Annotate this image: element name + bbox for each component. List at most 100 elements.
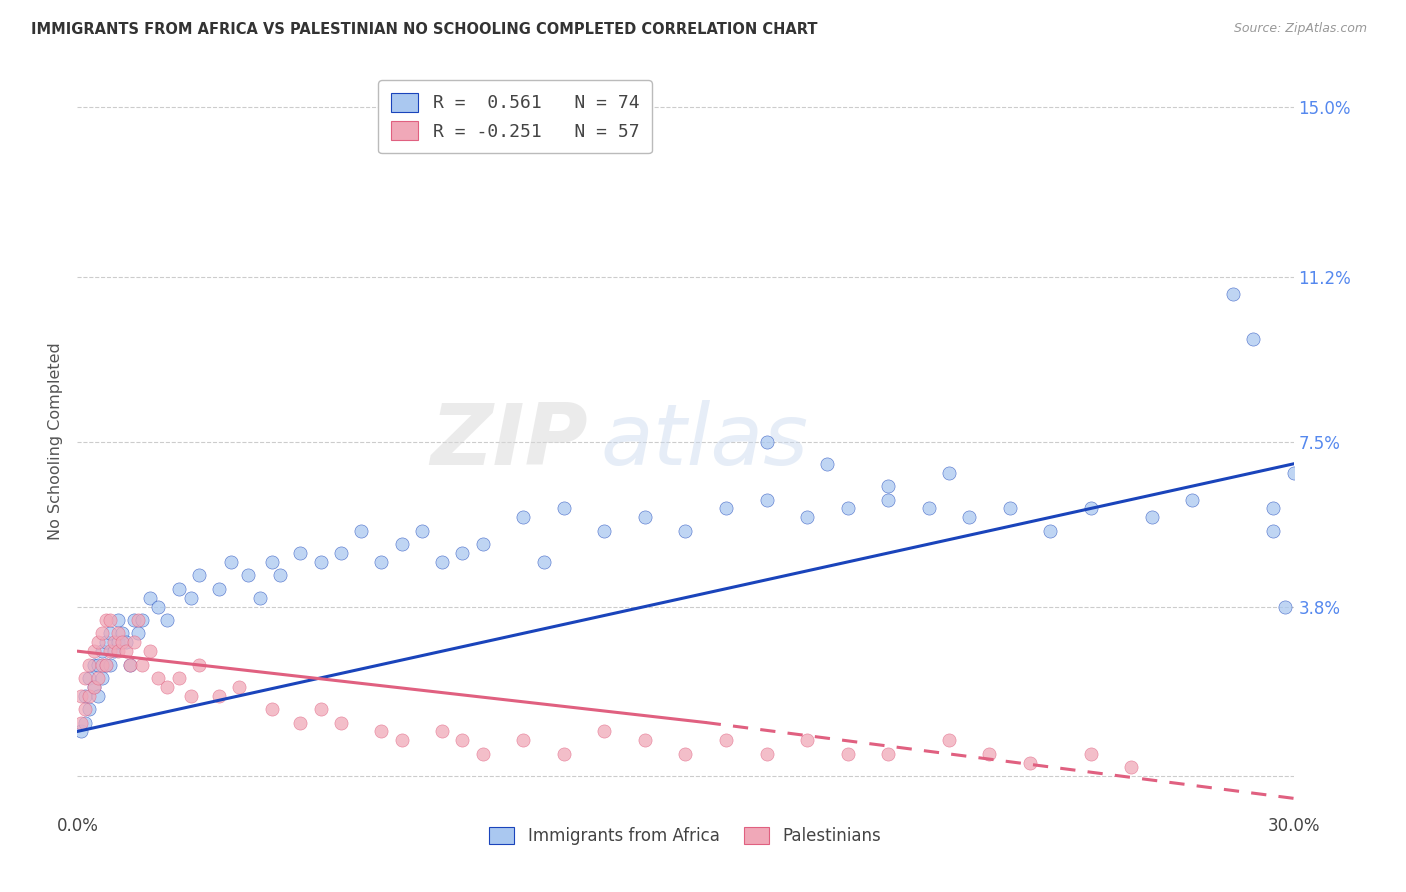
Point [1039, 524, 1062, 538]
Text: ZIP: ZIP [430, 400, 588, 483]
Point [86, 689, 108, 703]
Point [675, 747, 697, 761]
Point [1181, 492, 1204, 507]
Point [122, 613, 145, 627]
Point [75, 689, 97, 703]
Text: atlas: atlas [600, 400, 808, 483]
Point [755, 492, 778, 507]
Point [714, 733, 737, 747]
Point [98, 613, 121, 627]
Point [796, 733, 818, 747]
Point [79, 689, 101, 703]
Point [918, 501, 941, 516]
Point [430, 724, 453, 739]
Point [83, 657, 105, 672]
Point [1080, 747, 1102, 761]
Point [553, 501, 575, 516]
Point [877, 492, 900, 507]
Point [180, 591, 202, 605]
Point [167, 671, 190, 685]
Point [79, 657, 101, 672]
Point [70, 724, 93, 739]
Point [75, 702, 97, 716]
Point [553, 747, 575, 761]
Point [103, 644, 125, 658]
Point [75, 715, 97, 730]
Point [269, 568, 291, 582]
Point [98, 626, 121, 640]
Point [94, 657, 117, 672]
Point [998, 501, 1021, 516]
Point [329, 546, 352, 560]
Point [188, 568, 211, 582]
Point [236, 568, 259, 582]
Y-axis label: No Schooling Completed: No Schooling Completed [48, 343, 63, 541]
Point [249, 591, 271, 605]
Point [957, 510, 980, 524]
Point [94, 657, 117, 672]
Point [471, 747, 494, 761]
Point [391, 733, 413, 747]
Point [118, 657, 141, 672]
Point [593, 524, 616, 538]
Point [107, 613, 129, 627]
Point [115, 644, 138, 658]
Point [83, 644, 105, 658]
Point [979, 747, 1001, 761]
Text: IMMIGRANTS FROM AFRICA VS PALESTINIAN NO SCHOOLING COMPLETED CORRELATION CHART: IMMIGRANTS FROM AFRICA VS PALESTINIAN NO… [31, 22, 817, 37]
Point [127, 626, 149, 640]
Point [98, 644, 121, 658]
Point [796, 510, 818, 524]
Point [90, 644, 112, 658]
Point [451, 733, 474, 747]
Point [131, 613, 153, 627]
Point [634, 733, 657, 747]
Point [837, 501, 859, 516]
Point [1121, 760, 1143, 774]
Point [533, 555, 555, 569]
Point [90, 671, 112, 685]
Point [75, 671, 97, 685]
Point [98, 657, 121, 672]
Point [107, 626, 129, 640]
Point [122, 635, 145, 649]
Point [1282, 466, 1305, 480]
Point [471, 537, 494, 551]
Point [86, 671, 108, 685]
Point [391, 537, 413, 551]
Point [938, 733, 960, 747]
Point [111, 635, 134, 649]
Point [1263, 524, 1285, 538]
Point [714, 501, 737, 516]
Point [593, 724, 616, 739]
Point [370, 555, 392, 569]
Point [938, 466, 960, 480]
Point [139, 644, 162, 658]
Point [86, 657, 108, 672]
Point [127, 613, 149, 627]
Text: Source: ZipAtlas.com: Source: ZipAtlas.com [1233, 22, 1367, 36]
Point [180, 689, 202, 703]
Point [350, 524, 373, 538]
Point [260, 702, 283, 716]
Point [1241, 332, 1264, 346]
Point [115, 635, 138, 649]
Point [1140, 510, 1163, 524]
Point [139, 591, 162, 605]
Point [107, 635, 129, 649]
Point [309, 702, 332, 716]
Point [221, 555, 243, 569]
Legend: Immigrants from Africa, Palestinians: Immigrants from Africa, Palestinians [482, 820, 889, 852]
Point [94, 613, 117, 627]
Point [70, 689, 93, 703]
Point [94, 635, 117, 649]
Point [208, 689, 231, 703]
Point [167, 582, 190, 596]
Point [79, 702, 101, 716]
Point [755, 747, 778, 761]
Point [451, 546, 474, 560]
Point [512, 510, 534, 524]
Point [107, 644, 129, 658]
Point [83, 680, 105, 694]
Point [512, 733, 534, 747]
